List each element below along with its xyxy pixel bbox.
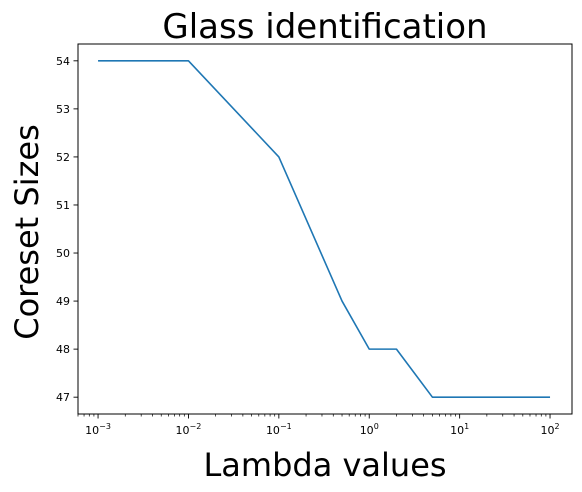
y-tick-label: 53 [56, 103, 70, 116]
x-tick-label: 10−1 [266, 422, 292, 437]
plot-area: 10−3 10−2 10−1 100 101 102 47 48 49 50 51 52 53 54 [56, 43, 573, 437]
x-tick-label: 101 [450, 422, 469, 437]
y-tick-label: 52 [56, 151, 70, 164]
chart-title: Glass identification [162, 7, 487, 47]
y-tick-label: 50 [56, 247, 70, 260]
y-tick-label: 47 [56, 391, 70, 404]
y-axis-label: Coreset Sizes [8, 124, 46, 340]
x-tick-label: 10−2 [176, 422, 202, 437]
x-tick-label: 102 [540, 422, 559, 437]
y-tick-label: 51 [56, 199, 70, 212]
series-line [98, 60, 551, 398]
x-axis-label: Lambda values [203, 446, 446, 484]
x-tick-label: 10−3 [85, 422, 111, 437]
y-tick-label: 49 [56, 295, 70, 308]
x-tick-label: 100 [360, 422, 379, 437]
y-tick-label: 48 [56, 343, 70, 356]
plot-frame [77, 43, 573, 415]
y-tick-label: 54 [56, 55, 70, 68]
